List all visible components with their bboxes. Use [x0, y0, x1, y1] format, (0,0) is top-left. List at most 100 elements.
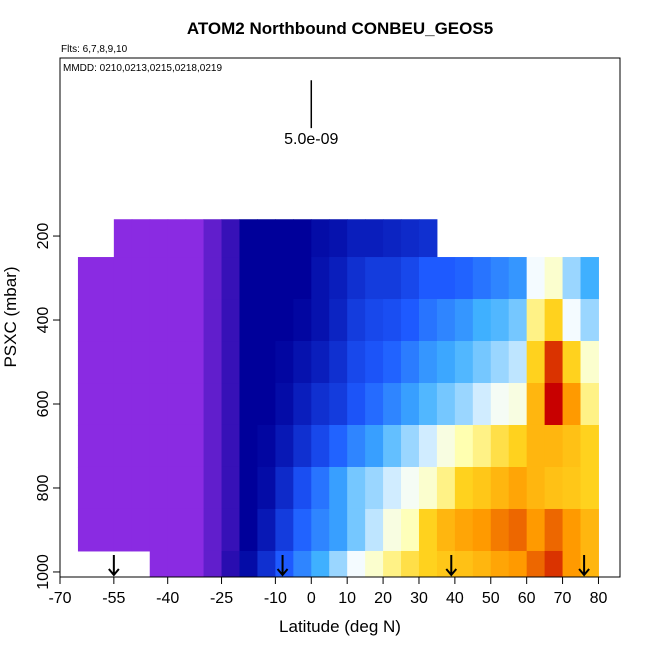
heat-cell — [113, 466, 133, 510]
heat-cell — [472, 424, 492, 468]
heat-cell — [401, 257, 420, 300]
heat-cell — [508, 257, 528, 300]
heat-cell — [508, 508, 528, 552]
heat-cell — [257, 257, 276, 300]
heat-cell — [275, 341, 294, 384]
heat-cell — [490, 299, 510, 342]
heat-cell — [383, 219, 402, 258]
heat-cell — [347, 550, 366, 577]
heat-cell — [257, 466, 276, 510]
heat-cell — [257, 299, 276, 342]
x-tick-label: 20 — [374, 590, 392, 607]
x-axis-label: Latitude (deg N) — [279, 617, 401, 636]
subtitle: Flts: 6,7,8,9,10 — [61, 44, 128, 55]
heat-cell — [562, 550, 582, 577]
heat-cell — [275, 299, 294, 342]
heatmap — [77, 219, 599, 577]
heat-cell — [167, 383, 187, 426]
heat-cell — [239, 299, 258, 342]
heat-cell — [257, 508, 276, 552]
heat-cell — [149, 508, 169, 552]
heat-cell — [293, 299, 312, 342]
heat-cell — [329, 550, 348, 577]
heat-cell — [454, 466, 474, 510]
heat-cell — [185, 466, 205, 510]
heat-cell — [329, 219, 348, 258]
heat-cell — [580, 257, 599, 300]
y-tick-label: 600 — [35, 391, 52, 418]
heat-cell — [347, 219, 366, 258]
y-tick-label: 800 — [35, 475, 52, 502]
heat-cell — [365, 299, 384, 342]
heat-cell — [203, 219, 223, 258]
heat-cell — [293, 383, 312, 426]
heat-cell — [167, 508, 187, 552]
heat-cell — [454, 550, 474, 577]
heat-cell — [311, 424, 330, 468]
heat-cell — [149, 257, 169, 300]
heat-cell — [454, 508, 474, 552]
heat-cell — [347, 257, 366, 300]
heat-cell — [113, 257, 133, 300]
heat-cell — [275, 383, 294, 426]
x-tick-label: -25 — [210, 590, 233, 607]
heat-cell — [562, 257, 582, 300]
heat-cell — [221, 424, 240, 468]
heat-cell — [454, 424, 474, 468]
heat-cell — [257, 550, 276, 577]
heat-cell — [508, 299, 528, 342]
heat-cell — [472, 341, 492, 384]
heat-cell — [239, 219, 258, 258]
heat-cell — [131, 383, 151, 426]
heat-cell — [167, 257, 187, 300]
heat-cell — [526, 299, 546, 342]
x-tick-label: 50 — [482, 590, 500, 607]
heat-cell — [508, 341, 528, 384]
heat-cell — [383, 383, 402, 426]
heat-cell — [131, 341, 151, 384]
heat-cell — [239, 341, 258, 384]
heat-cell — [239, 466, 258, 510]
heat-cell — [329, 299, 348, 342]
heat-cell — [383, 257, 402, 300]
x-tick-label: 60 — [518, 590, 536, 607]
heat-cell — [185, 299, 205, 342]
heat-cell — [311, 466, 330, 510]
heat-cell — [347, 424, 366, 468]
heat-cell — [329, 508, 348, 552]
heat-cell — [418, 466, 438, 510]
heat-cell — [365, 424, 384, 468]
heat-cell — [113, 299, 133, 342]
heat-cell — [580, 299, 599, 342]
heat-cell — [239, 508, 258, 552]
heat-cell — [508, 466, 528, 510]
heat-cell — [149, 466, 169, 510]
heat-cell — [365, 550, 384, 577]
heat-cell — [490, 383, 510, 426]
heat-cell — [293, 219, 312, 258]
heat-cell — [418, 508, 438, 552]
heat-cell — [508, 550, 528, 577]
heat-cell — [149, 299, 169, 342]
heat-cell — [149, 219, 169, 258]
heat-cell — [418, 341, 438, 384]
heat-cell — [113, 508, 133, 552]
heat-cell — [490, 466, 510, 510]
heat-cell — [580, 550, 599, 577]
heat-cell — [311, 508, 330, 552]
overlay: -70 -55 -40 -25 -10 0 10 20 30 40 50 60 70 80 200 400 60… — [35, 57, 621, 607]
heat-cell — [401, 341, 420, 384]
heat-cell — [311, 383, 330, 426]
heat-cell — [347, 383, 366, 426]
heat-cell — [418, 299, 438, 342]
heat-cell — [149, 550, 169, 577]
heat-cell — [562, 341, 582, 384]
heat-cell — [508, 424, 528, 468]
heat-cell — [311, 257, 330, 300]
heat-cell — [275, 466, 294, 510]
heat-cell — [544, 383, 564, 426]
heat-cell — [131, 508, 151, 552]
heat-cell — [580, 424, 599, 468]
heat-cell — [77, 383, 115, 426]
